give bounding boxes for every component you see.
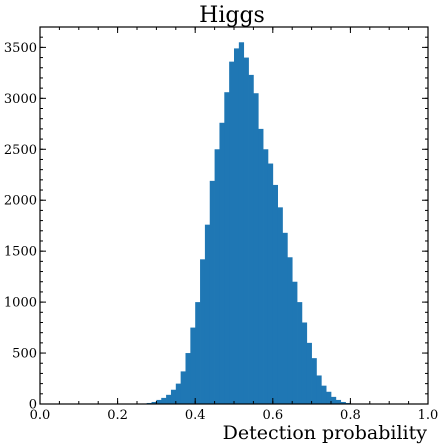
- histogram-bar: [209, 180, 215, 404]
- histogram-bar: [195, 302, 201, 404]
- histogram-bar: [166, 394, 172, 404]
- x-tick-label: 1.0: [418, 408, 439, 423]
- histogram-bar: [204, 224, 211, 404]
- histogram-bar: [170, 389, 177, 404]
- histogram-bar: [238, 42, 245, 404]
- histogram-bar: [282, 232, 288, 404]
- histogram-bar: [200, 259, 206, 404]
- histogram-bar: [180, 371, 186, 404]
- y-tick-label: 3000: [4, 92, 37, 107]
- histogram-bar: [277, 207, 283, 404]
- histogram-bar: [272, 184, 278, 404]
- y-tick-label: 3500: [4, 41, 37, 56]
- histogram-bar: [224, 92, 230, 405]
- histogram-bar: [297, 302, 303, 404]
- x-tick-label: 0.2: [107, 408, 128, 423]
- histogram-bar: [161, 397, 167, 404]
- histogram-bar: [306, 342, 312, 404]
- histogram-bar: [243, 57, 249, 404]
- x-tick-label: 0.8: [340, 408, 361, 423]
- histogram-bar: [234, 48, 240, 405]
- x-axis-label: Detection probability: [223, 422, 428, 444]
- histogram-bar: [287, 257, 293, 404]
- y-tick-label: 1000: [4, 296, 37, 311]
- y-tick-label: 500: [12, 347, 37, 362]
- histogram-bar: [185, 353, 191, 404]
- histogram-bar: [267, 163, 274, 404]
- histogram-bar: [214, 149, 220, 404]
- histogram-bar: [316, 375, 322, 404]
- y-tick-label: 1500: [4, 245, 37, 260]
- x-tick-label: 0.4: [185, 408, 206, 423]
- histogram-bar: [326, 391, 332, 404]
- histogram-bar: [321, 385, 327, 404]
- x-axis-ticks: 0.0 0.2 0.4 0.6 0.8 1.0: [30, 27, 439, 423]
- bars-group: [141, 42, 361, 405]
- histogram-bar: [301, 322, 308, 404]
- y-tick-label: 0: [29, 398, 37, 413]
- histogram-bar: [248, 74, 254, 404]
- histogram-bar: [156, 399, 162, 404]
- y-tick-label: 2500: [4, 143, 37, 158]
- histogram-bar: [175, 383, 181, 404]
- histogram-bar: [311, 358, 317, 404]
- histogram-bar: [229, 61, 235, 404]
- histogram-bar: [263, 149, 269, 404]
- histogram-bar: [190, 327, 196, 404]
- y-tick-label: 2000: [4, 194, 37, 209]
- histogram-bar: [292, 281, 298, 404]
- histogram-bar: [253, 93, 259, 404]
- histogram-bar: [340, 401, 346, 404]
- histogram-bar: [331, 396, 337, 404]
- histogram-bar: [219, 122, 225, 404]
- histogram-bar: [151, 401, 157, 404]
- histogram-bar: [258, 128, 264, 404]
- x-tick-label: 0.0: [30, 408, 51, 423]
- histogram-bar: [335, 399, 342, 404]
- y-axis-ticks: 0 500 1000 1500 2000 2500 3000 3500: [4, 26, 428, 413]
- x-tick-label: 0.6: [262, 408, 283, 423]
- chart-title: Higgs: [199, 3, 265, 28]
